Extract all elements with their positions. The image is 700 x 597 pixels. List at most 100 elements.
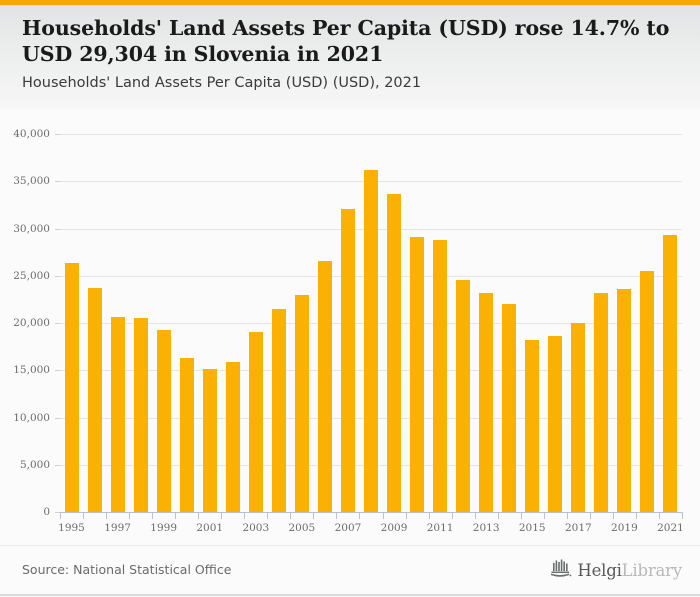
x-axis-tick-label: 2001 bbox=[196, 522, 224, 534]
bar[interactable] bbox=[202, 369, 217, 512]
bar[interactable] bbox=[271, 308, 286, 512]
x-axis-tick-label: 1997 bbox=[104, 522, 131, 534]
bar[interactable] bbox=[248, 331, 263, 512]
page-subtitle: Households' Land Assets Per Capita (USD)… bbox=[22, 75, 422, 91]
x-axis-tick bbox=[267, 512, 269, 519]
x-axis-tick-label: 2011 bbox=[426, 522, 454, 534]
y-axis-tick-label: 30,000 bbox=[13, 222, 50, 235]
x-axis-tick-label: 2003 bbox=[242, 522, 270, 534]
bar[interactable] bbox=[179, 357, 194, 512]
logo-helgi-text: Helgi bbox=[577, 560, 622, 580]
x-axis-tick-label: 2019 bbox=[611, 522, 638, 534]
x-axis-tick bbox=[244, 512, 246, 519]
x-axis-tick bbox=[60, 512, 61, 519]
y-axis-tick bbox=[55, 464, 60, 466]
x-axis-line bbox=[60, 512, 682, 513]
y-axis-tick-label: 0 bbox=[43, 506, 50, 518]
logo-wordmark: HelgiLibrary bbox=[577, 561, 682, 580]
bar[interactable] bbox=[64, 262, 79, 512]
bar[interactable] bbox=[87, 288, 102, 512]
bar[interactable] bbox=[156, 329, 171, 512]
y-axis-tick bbox=[55, 275, 60, 277]
x-axis-tick-label: 2017 bbox=[564, 522, 592, 534]
y-axis-tick bbox=[55, 323, 60, 324]
x-axis-tick bbox=[152, 512, 154, 519]
x-axis-tick-label: 2013 bbox=[472, 522, 500, 534]
x-axis-tick bbox=[520, 512, 522, 519]
bar[interactable] bbox=[133, 318, 148, 512]
bar[interactable] bbox=[502, 304, 517, 512]
x-axis-tick bbox=[635, 512, 637, 519]
x-axis-tick bbox=[359, 512, 361, 519]
x-axis-tick bbox=[221, 512, 223, 519]
bar[interactable] bbox=[594, 292, 609, 512]
bar-series bbox=[60, 134, 682, 512]
y-axis-tick bbox=[55, 181, 60, 183]
bar[interactable] bbox=[617, 288, 632, 512]
bar[interactable] bbox=[525, 340, 540, 512]
chart-area: 1995 1997 1999 2001 2003 2005 2007 2009 2011 2013… bbox=[0, 110, 700, 545]
bar[interactable] bbox=[456, 280, 471, 512]
bar[interactable] bbox=[479, 292, 494, 512]
bar[interactable] bbox=[225, 361, 240, 512]
y-axis-tick bbox=[55, 228, 60, 230]
bar[interactable] bbox=[364, 169, 378, 512]
y-axis-tick bbox=[55, 512, 60, 513]
bar[interactable] bbox=[340, 208, 355, 512]
bar[interactable] bbox=[317, 260, 332, 512]
bar[interactable] bbox=[433, 239, 448, 512]
x-axis-tick bbox=[175, 512, 177, 519]
bar[interactable] bbox=[294, 294, 309, 512]
bar[interactable] bbox=[640, 271, 655, 512]
x-axis-tick bbox=[612, 512, 614, 519]
chart-footer: Source: National Statistical Office bbox=[0, 545, 700, 597]
x-axis-tick-label: 2007 bbox=[334, 522, 362, 534]
x-axis-tick bbox=[382, 512, 384, 519]
x-axis-tick bbox=[83, 512, 85, 519]
bar[interactable] bbox=[571, 323, 586, 512]
x-axis-tick-label: 1999 bbox=[150, 522, 178, 534]
plot-region bbox=[60, 134, 682, 513]
bottom-edge bbox=[0, 594, 700, 596]
x-axis-tick-label: 2009 bbox=[380, 522, 408, 534]
x-axis-tick bbox=[336, 512, 338, 519]
chart-header: Households' Land Assets Per Capita (USD)… bbox=[0, 5, 700, 110]
y-axis-tick bbox=[55, 134, 60, 135]
y-axis-tick-label: 10,000 bbox=[13, 411, 50, 424]
y-axis-tick-label: 35,000 bbox=[13, 175, 50, 188]
y-axis-tick bbox=[55, 370, 60, 372]
bar[interactable] bbox=[387, 194, 402, 512]
x-axis-tick bbox=[313, 512, 315, 519]
bar[interactable] bbox=[410, 237, 425, 512]
y-axis-tick-label: 25,000 bbox=[13, 269, 50, 282]
y-axis-tick-label: 5,000 bbox=[19, 458, 50, 471]
x-axis-tick bbox=[428, 512, 430, 519]
page-title: Households' Land Assets Per Capita (USD)… bbox=[22, 16, 670, 66]
y-axis-tick bbox=[55, 417, 60, 419]
helgi-library-logo[interactable]: HelgiLibrary bbox=[550, 558, 682, 582]
x-axis-tick-label: 1995 bbox=[58, 522, 85, 534]
y-axis-tick-label: 20,000 bbox=[13, 317, 50, 329]
y-axis-tick-label: 15,000 bbox=[13, 364, 50, 377]
x-axis-tick bbox=[129, 512, 131, 519]
top-accent-bar bbox=[0, 0, 700, 5]
y-axis-tick-label: 40,000 bbox=[13, 128, 50, 140]
x-axis-tick bbox=[290, 512, 292, 519]
x-axis-tick bbox=[589, 512, 591, 519]
x-axis-tick bbox=[543, 512, 545, 519]
x-axis-tick bbox=[497, 512, 499, 519]
bar[interactable] bbox=[110, 317, 125, 512]
book-building-icon bbox=[550, 558, 572, 582]
bar[interactable] bbox=[548, 335, 563, 512]
bar[interactable] bbox=[663, 235, 678, 512]
x-axis-tick bbox=[405, 512, 407, 519]
x-axis-tick bbox=[106, 512, 108, 519]
x-axis-tick bbox=[451, 512, 453, 519]
x-axis-tick bbox=[682, 512, 683, 519]
source-note: Source: National Statistical Office bbox=[22, 562, 232, 577]
x-axis-tick-label: 2015 bbox=[518, 522, 546, 534]
x-axis-tick-label: 2005 bbox=[288, 522, 316, 534]
x-axis-tick-label: 2021 bbox=[657, 522, 684, 534]
gridline bbox=[60, 134, 682, 135]
